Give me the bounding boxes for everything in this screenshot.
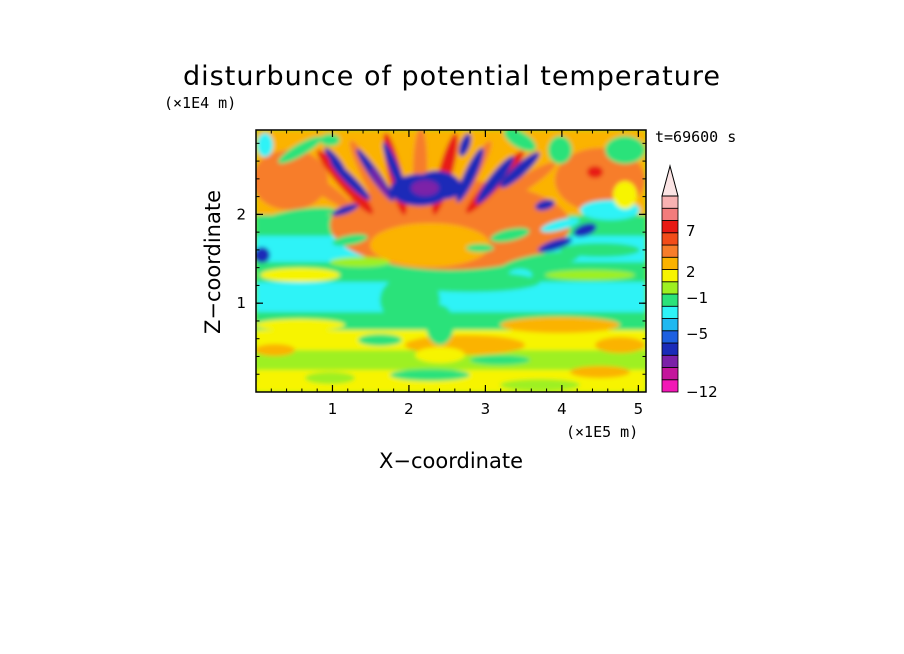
colorbar-swatch	[661, 305, 679, 319]
field-blob	[570, 366, 630, 378]
field-blob	[270, 294, 390, 306]
field-blobs	[256, 130, 646, 392]
contour-field	[256, 130, 646, 392]
field-blob	[565, 296, 635, 308]
field-blob	[537, 237, 573, 253]
x-tick-label: 5	[634, 400, 644, 418]
field-blob	[380, 275, 440, 325]
field-blob	[466, 244, 494, 252]
field-blob	[260, 268, 340, 282]
field-blob	[458, 133, 472, 157]
field-blob	[456, 147, 484, 203]
field-blob	[331, 203, 359, 217]
field-blob	[370, 223, 490, 267]
colorbar-swatch	[661, 256, 679, 270]
field-blob	[475, 156, 515, 204]
field-blob	[257, 133, 273, 157]
field-blob	[256, 247, 270, 263]
y-unit-label: (×1E4 m)	[164, 94, 236, 112]
colorbar-swatch	[661, 367, 679, 381]
time-label: t=69600 s	[655, 128, 736, 146]
field-blob	[332, 234, 368, 246]
field-blob	[470, 355, 530, 365]
field-blob	[415, 347, 465, 363]
field-blob	[320, 134, 340, 146]
field-blob	[535, 199, 555, 211]
field-blob	[265, 207, 335, 223]
plot-frame	[255, 129, 647, 393]
field-blob	[411, 180, 439, 196]
field-blob	[330, 257, 390, 267]
field-blob	[595, 337, 645, 353]
field-blob	[613, 181, 637, 209]
field-blob	[484, 162, 556, 210]
colorbar-swatch	[661, 354, 679, 368]
field-blob	[370, 167, 390, 199]
colorbar-tick-label: 2	[686, 263, 696, 281]
field-blob	[573, 223, 597, 237]
colorbar-tick-label: −5	[686, 325, 708, 343]
colorbar-swatch	[661, 195, 679, 209]
x-ticks: 1 2 3 4 5	[270, 130, 644, 418]
field-blob	[545, 270, 635, 280]
y-ticks: 12	[236, 142, 646, 375]
x-unit-label: (×1E5 m)	[566, 423, 638, 441]
field-blob	[560, 243, 640, 257]
field-blob	[540, 217, 580, 233]
colorbar-swatch	[661, 379, 679, 393]
x-tick-label: 2	[404, 400, 414, 418]
field-blob	[256, 344, 295, 356]
colorbar: 7 2 −1 −5 −12	[661, 164, 718, 401]
colorbar-swatch	[661, 220, 679, 234]
field-blob	[256, 380, 310, 390]
field-blob	[500, 152, 540, 188]
field-blob	[358, 334, 402, 346]
colorbar-tick-label: −12	[686, 383, 718, 401]
field-blob	[500, 379, 580, 391]
colorbar-swatch	[661, 281, 679, 295]
field-blob	[390, 369, 470, 381]
colorbar-extend-arrow	[661, 164, 679, 197]
field-blob	[503, 130, 537, 152]
y-tick-label: 2	[236, 205, 246, 223]
field-blob	[305, 372, 355, 384]
colorbar-swatch	[661, 207, 679, 221]
field-blob	[490, 227, 530, 243]
colorbar-swatch	[661, 330, 679, 344]
colorbar-swatch	[661, 269, 679, 283]
field-blob	[548, 136, 572, 164]
colorbar-swatch	[661, 293, 679, 307]
field-blob	[256, 150, 328, 210]
x-tick-label: 1	[328, 400, 338, 418]
field-blob	[278, 136, 322, 164]
colorbar-swatch	[661, 318, 679, 332]
y-axis-label: Z−coordinate	[201, 190, 225, 334]
field-blob	[426, 305, 454, 345]
field-blob	[285, 161, 355, 211]
y-tick-label: 1	[236, 294, 246, 312]
field-blob	[324, 147, 346, 173]
colorbar-swatch	[661, 244, 679, 258]
chart-title: disturbunce of potential temperature	[183, 61, 721, 92]
colorbar-swatch	[661, 342, 679, 356]
colorbar-swatch	[661, 232, 679, 246]
field-blob	[587, 166, 603, 178]
field-blob	[500, 317, 620, 333]
colorbar-tick-label: 7	[686, 222, 696, 240]
field-blob	[256, 319, 345, 331]
x-tick-label: 3	[481, 400, 491, 418]
field-blob	[500, 251, 580, 273]
field-blob	[605, 136, 645, 164]
x-axis-label: X−coordinate	[379, 449, 523, 473]
x-tick-label: 4	[557, 400, 567, 418]
colorbar-tick-label: −1	[686, 289, 708, 307]
